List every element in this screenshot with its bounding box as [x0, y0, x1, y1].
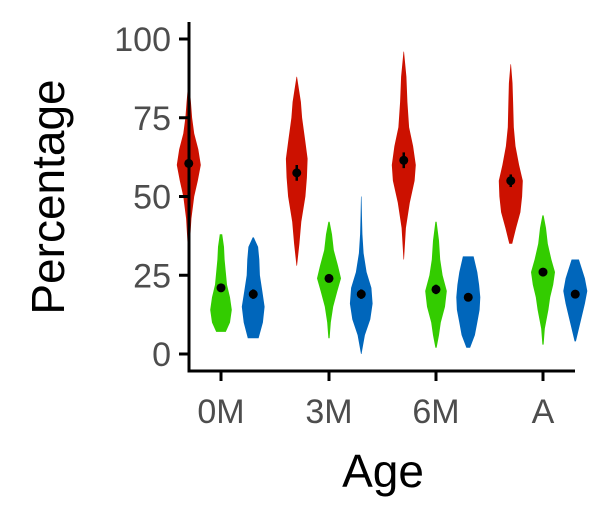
mean-point-series2-6M	[431, 284, 441, 294]
mean-point-series1-A	[506, 176, 516, 186]
plot-area	[176, 51, 588, 354]
mean-point-series3-0M	[248, 289, 258, 299]
axes: 0 25 50 75 100 0M 3M 6M A	[114, 21, 575, 431]
y-tick-label: 0	[152, 336, 171, 374]
mean-point-series3-6M	[463, 292, 473, 302]
y-tick-label: 100	[114, 21, 171, 59]
mean-point-series3-3M	[356, 289, 366, 299]
violin-series3-A	[563, 259, 588, 342]
violin-series2-A	[531, 215, 555, 345]
y-axis-title: Percentage	[22, 79, 74, 314]
mean-point-series2-0M	[216, 283, 226, 293]
violin-series1-A	[498, 64, 523, 244]
y-tick-label: 75	[133, 100, 171, 138]
x-tick-label: A	[532, 393, 555, 431]
mean-point-series1-3M	[292, 168, 302, 178]
mean-point-series2-3M	[324, 273, 334, 283]
violin-series3-3M	[349, 196, 373, 354]
mean-point-series3-A	[570, 289, 580, 299]
y-tick-label: 50	[133, 179, 171, 217]
violin-series3-0M	[241, 237, 265, 339]
x-axis-title: Age	[342, 445, 424, 497]
x-tick-label: 3M	[305, 393, 352, 431]
violin-series2-0M	[210, 234, 232, 332]
x-tick-label: 6M	[412, 393, 459, 431]
y-tick-label: 25	[133, 257, 171, 295]
x-tick-label: 0M	[197, 393, 244, 431]
mean-point-series2-A	[538, 267, 548, 277]
mean-point-series1-6M	[399, 155, 409, 165]
violin-series3-6M	[456, 256, 481, 348]
